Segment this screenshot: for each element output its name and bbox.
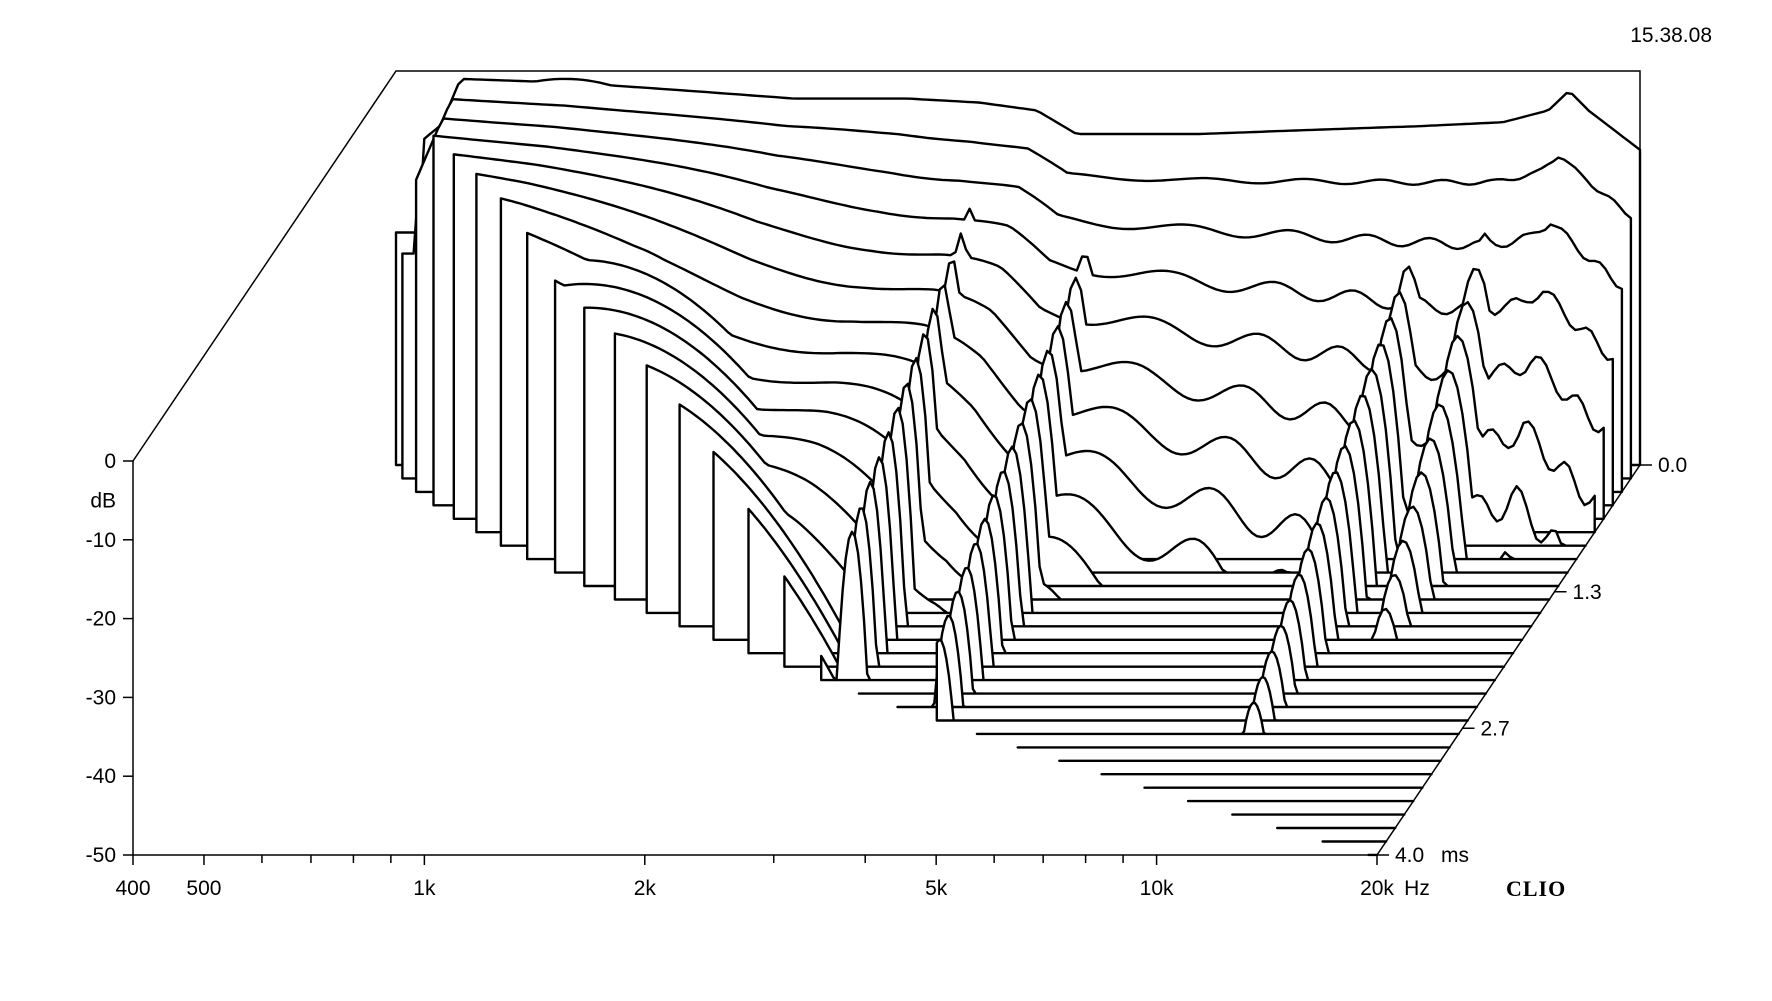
y-unit-label: dB	[90, 489, 116, 512]
decay-slice	[820, 530, 1497, 682]
decay-slice	[747, 480, 1515, 655]
x-tick-label: 2k	[634, 877, 657, 900]
x-tick-label: 400	[115, 877, 150, 900]
x-tick-label: 20k	[1360, 877, 1394, 900]
y-tick-label: -40	[86, 765, 116, 788]
x-tick-label: 10k	[1140, 877, 1174, 900]
decay-slices	[394, 77, 1642, 857]
axes: 0 -10 -20 -30 -40 -50 dB 400 500 1k 2k 5k 10k 20k Hz 0.…	[86, 450, 1688, 900]
y-tick-label: -20	[86, 608, 116, 631]
decay-slice	[975, 701, 1460, 736]
floor-right-edge	[1376, 464, 1641, 856]
clio-logo: CLIO	[1506, 876, 1566, 901]
x-tick-label: 500	[186, 877, 221, 900]
z-tick-label: 1.3	[1573, 581, 1602, 604]
decay-slice	[896, 614, 1478, 709]
z-unit-label: ms	[1441, 844, 1469, 867]
z-tick-label: 4.0	[1395, 844, 1424, 867]
y-tick-label: -50	[86, 844, 116, 867]
decay-slice	[857, 590, 1488, 695]
x-unit-label: Hz	[1404, 877, 1430, 900]
x-tick-label: 5k	[925, 877, 948, 900]
z-tick-label: 0.0	[1658, 454, 1687, 477]
decay-slice	[935, 638, 1469, 722]
timestamp: 15.38.08	[1630, 24, 1712, 47]
x-tick-label: 1k	[413, 877, 436, 900]
y-tick-label: -10	[86, 529, 116, 552]
z-tick-label: 2.7	[1480, 717, 1509, 740]
y-tick-label: -30	[86, 686, 116, 709]
y-tick-label: 0	[104, 450, 116, 473]
